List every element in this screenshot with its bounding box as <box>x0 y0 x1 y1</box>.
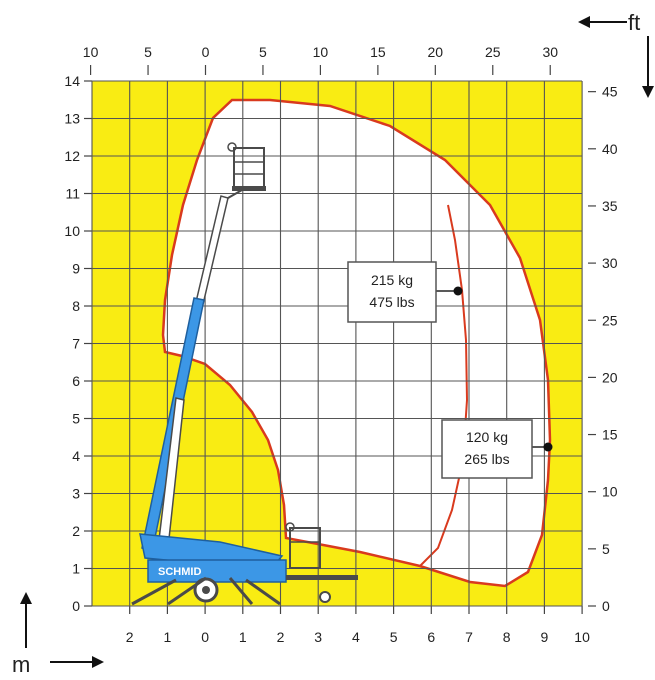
load-lbs-label: 475 lbs <box>369 294 414 310</box>
top-axis-label: 5 <box>259 44 267 60</box>
bottom-axis-label: 9 <box>541 629 549 645</box>
top-axis-label: 10 <box>83 44 99 60</box>
top-axis-label: 20 <box>428 44 444 60</box>
bottom-axis-label: 2 <box>277 629 285 645</box>
bottom-axis-label: 5 <box>390 629 398 645</box>
outriggers <box>131 576 281 606</box>
jockey-wheel <box>319 591 331 603</box>
grid-lines <box>91 80 583 607</box>
inner-envelope-curve <box>419 204 469 567</box>
left-axis-label: 13 <box>64 111 80 127</box>
left-axis-label: 1 <box>72 561 80 577</box>
bottom-axis-label: 1 <box>239 629 247 645</box>
left-axis-label: 14 <box>64 73 80 89</box>
bottom-axis-label: 6 <box>427 629 435 645</box>
left-axis-label: 12 <box>64 148 80 164</box>
left-axis-label: 9 <box>72 261 80 277</box>
right-axis-label: 0 <box>602 598 610 614</box>
bottom-axis-label: 4 <box>352 629 360 645</box>
bottom-axis-label: 3 <box>314 629 322 645</box>
right-axis-label: 40 <box>602 141 618 157</box>
right-axis-label: 10 <box>602 484 618 500</box>
left-axis-label: 0 <box>72 598 80 614</box>
load-callout-215: 215 kg 475 lbs <box>347 261 437 323</box>
feet-unit-label: ft <box>628 10 640 35</box>
left-axis-label: 11 <box>65 186 80 202</box>
bottom-axis-label: 7 <box>465 629 473 645</box>
top-axis-label: 10 <box>313 44 329 60</box>
top-axis-label: 25 <box>485 44 501 60</box>
load-kg-label: 215 kg <box>371 272 413 288</box>
drawbar <box>286 575 358 580</box>
load-callout-120: 120 kg 265 lbs <box>441 419 533 479</box>
right-axis-label: 15 <box>602 427 618 443</box>
left-axis-label: 5 <box>72 411 80 427</box>
aerial-work-platform: SCHMID <box>131 142 358 606</box>
left-axis-label: 2 <box>72 523 80 539</box>
bottom-axis-label: 8 <box>503 629 511 645</box>
bottom-axis-label: 10 <box>574 629 590 645</box>
top-axis-label: 30 <box>542 44 558 60</box>
right-axis-label: 30 <box>602 255 618 271</box>
feet-unit-indicator: ft <box>578 10 654 98</box>
chassis <box>147 559 287 583</box>
basket-upper <box>227 142 266 191</box>
brand-label: SCHMID <box>158 566 201 578</box>
left-axis-label: 3 <box>72 486 80 502</box>
top-axis-label: 0 <box>202 44 210 60</box>
left-axis-label: 7 <box>72 336 80 352</box>
right-axis-label: 20 <box>602 369 618 385</box>
basket-lower <box>285 522 321 569</box>
right-axis-label: 35 <box>602 198 618 214</box>
axis-ticks <box>84 65 596 614</box>
left-axis-label: 4 <box>72 448 80 464</box>
right-axis-label: 5 <box>602 541 610 557</box>
left-axis-label: 8 <box>72 298 80 314</box>
load-marker-120 <box>532 442 553 452</box>
top-axis-label: 15 <box>370 44 386 60</box>
right-axis-label: 25 <box>602 312 618 328</box>
bottom-axis-label: 2 <box>126 629 134 645</box>
load-marker-215 <box>435 286 463 296</box>
top-axis-label: 5 <box>144 44 152 60</box>
load-kg-label: 120 kg <box>466 429 508 445</box>
bottom-axis-label: 1 <box>164 629 172 645</box>
left-axis-label: 6 <box>72 373 80 389</box>
right-axis-label: 45 <box>602 84 618 100</box>
left-axis-label: 10 <box>64 223 80 239</box>
load-lbs-label: 265 lbs <box>464 451 509 467</box>
meter-unit-label: m <box>12 652 30 675</box>
bottom-axis-label: 0 <box>201 629 209 645</box>
meter-unit-indicator: m <box>12 592 104 677</box>
